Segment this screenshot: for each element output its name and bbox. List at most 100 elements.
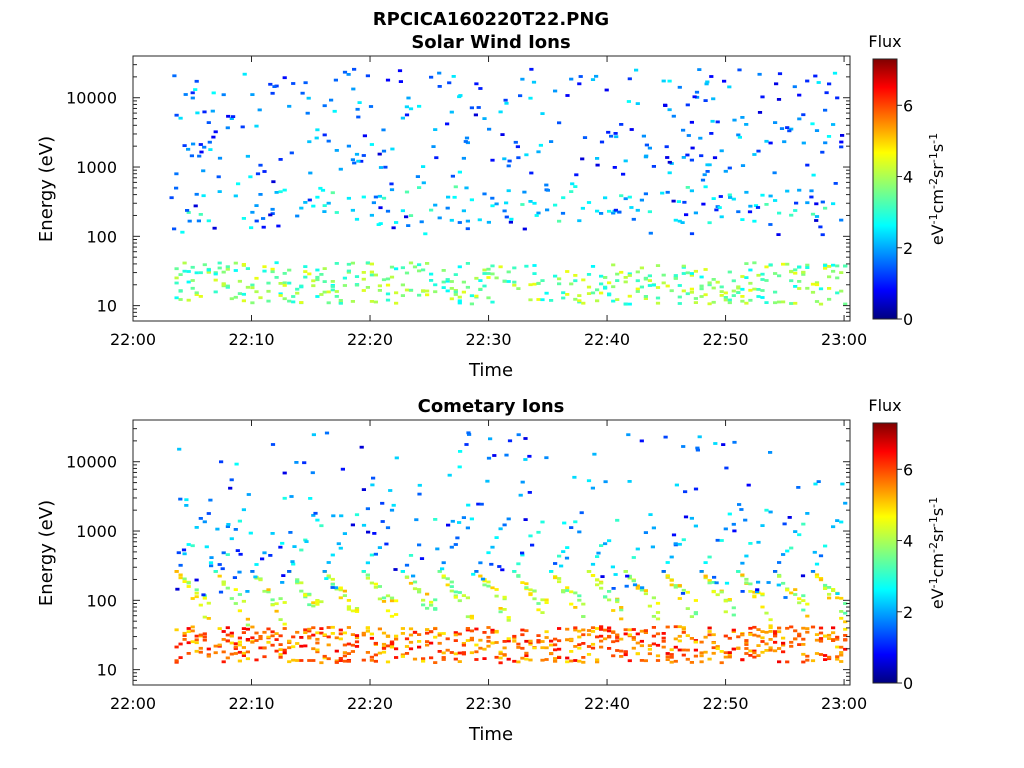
heatmap-cell [590, 574, 596, 577]
heatmap-cell [373, 300, 378, 304]
heatmap-cell [538, 143, 543, 147]
heatmap-cell [690, 146, 695, 150]
heatmap-cell [311, 279, 316, 283]
heatmap-cell [338, 657, 343, 660]
heatmap-cell [681, 272, 686, 275]
heatmap-cell [417, 492, 422, 496]
heatmap-cell [629, 128, 634, 131]
heatmap-cell [326, 635, 331, 639]
heatmap-cell [474, 276, 479, 280]
heatmap-cell [805, 512, 810, 515]
heatmap-cell [839, 660, 844, 663]
heatmap-cell [174, 113, 179, 117]
heatmap-cell [619, 649, 624, 653]
heatmap-cell [303, 538, 308, 542]
heatmap-cell [532, 282, 537, 286]
heatmap-cell [295, 578, 300, 582]
heatmap-cell [258, 635, 263, 638]
heatmap-cell [647, 210, 652, 214]
heatmap-cell [241, 508, 246, 512]
heatmap-cell [198, 633, 203, 637]
heatmap-cell [429, 279, 434, 282]
heatmap-cell [565, 660, 570, 664]
heatmap-cell [315, 650, 320, 654]
heatmap-cell [342, 70, 348, 74]
heatmap-cell [326, 290, 331, 294]
heatmap-cell [540, 640, 545, 643]
heatmap-cell [320, 188, 326, 192]
heatmap-cell [377, 546, 382, 549]
heatmap-cell [635, 641, 640, 645]
heatmap-cell [287, 660, 292, 664]
heatmap-cell [536, 639, 541, 642]
heatmap-cell [512, 266, 517, 270]
heatmap-cell [254, 290, 259, 294]
heatmap-cell [669, 578, 674, 582]
heatmap-cell [789, 591, 794, 595]
heatmap-cell [254, 276, 259, 280]
heatmap-cell [201, 194, 206, 198]
heatmap-cell [732, 440, 737, 444]
heatmap-cell [809, 195, 814, 199]
heatmap-cell [174, 570, 179, 573]
heatmap-cell [639, 285, 644, 289]
heatmap-cell [528, 639, 533, 643]
heatmap-cell [581, 301, 586, 305]
heatmap-cell [785, 660, 790, 664]
heatmap-cell [433, 627, 438, 631]
heatmap-cell [504, 215, 509, 219]
heatmap-cell [190, 265, 195, 269]
heatmap-cell [740, 633, 745, 637]
heatmap-cell [445, 637, 450, 641]
heatmap-cell [814, 202, 819, 206]
heatmap-cell [573, 606, 578, 609]
heatmap-cell [202, 145, 207, 149]
heatmap-cell [238, 552, 243, 556]
heatmap-cell [474, 570, 479, 573]
heatmap-cell [544, 646, 549, 650]
heatmap-cell [217, 266, 222, 270]
heatmap-cell [421, 603, 426, 607]
heatmap-cell [540, 611, 545, 614]
heatmap-cell [319, 631, 324, 635]
heatmap-cell [760, 296, 765, 299]
heatmap-cell [465, 627, 470, 630]
heatmap-cell [295, 659, 300, 662]
heatmap-cell [777, 626, 782, 630]
heatmap-cell [346, 659, 351, 663]
heatmap-cell [621, 172, 626, 176]
heatmap-cell [383, 165, 388, 169]
heatmap-cell [590, 626, 596, 630]
heatmap-cell [445, 279, 450, 283]
heatmap-cell [581, 642, 586, 645]
heatmap-cell [464, 186, 469, 190]
heatmap-cell [520, 646, 525, 650]
heatmap-cell [705, 80, 710, 84]
heatmap-cell [693, 648, 698, 652]
colorbar-tick-label: 6 [903, 96, 913, 115]
heatmap-cell [441, 658, 446, 661]
heatmap-cell [843, 634, 848, 637]
x-tick-label: 22:30 [465, 330, 511, 349]
heatmap-cell [843, 602, 848, 605]
heatmap-cell [536, 608, 541, 612]
heatmap-cell [740, 275, 745, 278]
heatmap-cell [737, 503, 742, 506]
heatmap-cell [433, 283, 438, 287]
heatmap-cell [453, 652, 458, 656]
heatmap-cell [307, 140, 312, 144]
heatmap-cell [457, 660, 462, 663]
heatmap-cell [619, 617, 624, 621]
heatmap-cell [615, 598, 620, 602]
heatmap-cell [760, 278, 765, 281]
heatmap-cell [520, 203, 525, 206]
heatmap-cell [220, 567, 225, 571]
heatmap-cell [549, 652, 554, 655]
heatmap-cell [404, 215, 409, 219]
heatmap-cell [371, 476, 376, 480]
heatmap-cell [334, 211, 339, 214]
heatmap-cell [665, 574, 670, 578]
heatmap-cell [295, 642, 300, 645]
x-tick-label: 22:50 [703, 330, 749, 349]
heatmap-cell [689, 516, 694, 520]
